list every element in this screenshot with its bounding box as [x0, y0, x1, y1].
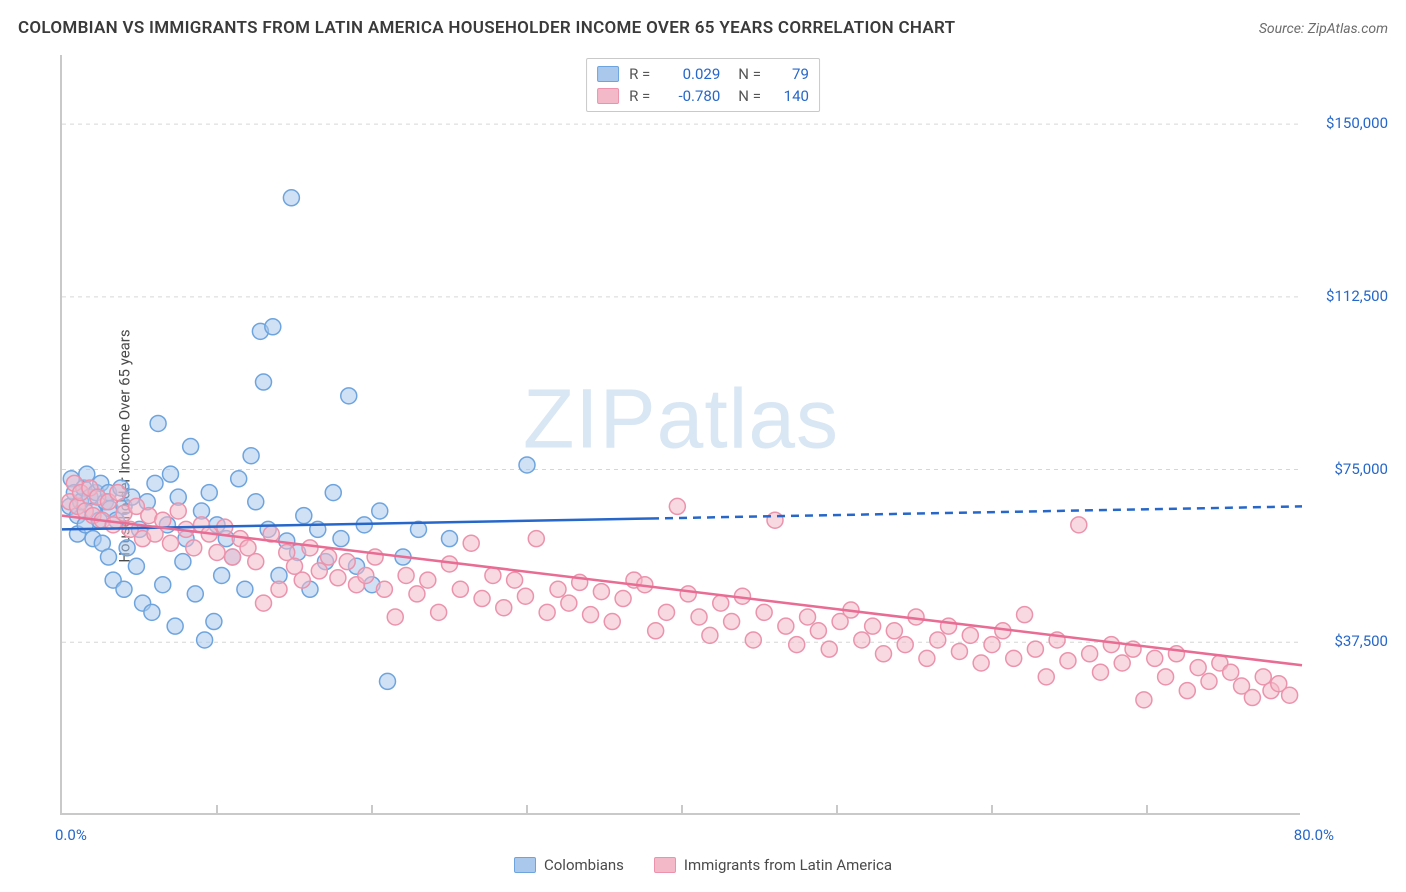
- series-label-0: Colombians: [544, 856, 624, 874]
- r-label: R =: [629, 65, 650, 83]
- correlation-legend: R = 0.029 N = 79 R = -0.780 N = 140: [586, 58, 820, 112]
- legend-swatch-1: [597, 88, 619, 104]
- r-value-1: -0.780: [660, 87, 720, 105]
- series-legend: Colombians Immigrants from Latin America: [0, 856, 1406, 874]
- plot-area: ZIPatlas: [60, 55, 1300, 815]
- y-tick-label: $112,500: [1326, 287, 1388, 305]
- chart-title: COLOMBIAN VS IMMIGRANTS FROM LATIN AMERI…: [18, 18, 955, 38]
- n-value-0: 79: [771, 65, 809, 83]
- r-value-0: 0.029: [660, 65, 720, 83]
- n-label: N =: [738, 65, 761, 83]
- series-legend-item-1: Immigrants from Latin America: [654, 856, 892, 874]
- correlation-legend-row-1: R = -0.780 N = 140: [597, 85, 809, 107]
- r-label: R =: [629, 87, 650, 105]
- y-tick-label: $75,000: [1334, 460, 1388, 478]
- series-swatch-0: [514, 857, 536, 873]
- x-tick-min: 0.0%: [55, 826, 87, 844]
- series-legend-item-0: Colombians: [514, 856, 624, 874]
- n-label: N =: [738, 87, 761, 105]
- legend-swatch-0: [597, 66, 619, 82]
- x-tick-max: 80.0%: [1294, 826, 1334, 844]
- plot-svg: [62, 55, 1302, 815]
- y-tick-label: $37,500: [1334, 632, 1388, 650]
- y-tick-label: $150,000: [1326, 114, 1388, 132]
- source-label: Source: ZipAtlas.com: [1259, 21, 1388, 37]
- series-label-1: Immigrants from Latin America: [684, 856, 892, 874]
- series-swatch-1: [654, 857, 676, 873]
- correlation-legend-row-0: R = 0.029 N = 79: [597, 63, 809, 85]
- n-value-1: 140: [771, 87, 809, 105]
- title-bar: COLOMBIAN VS IMMIGRANTS FROM LATIN AMERI…: [18, 18, 1388, 38]
